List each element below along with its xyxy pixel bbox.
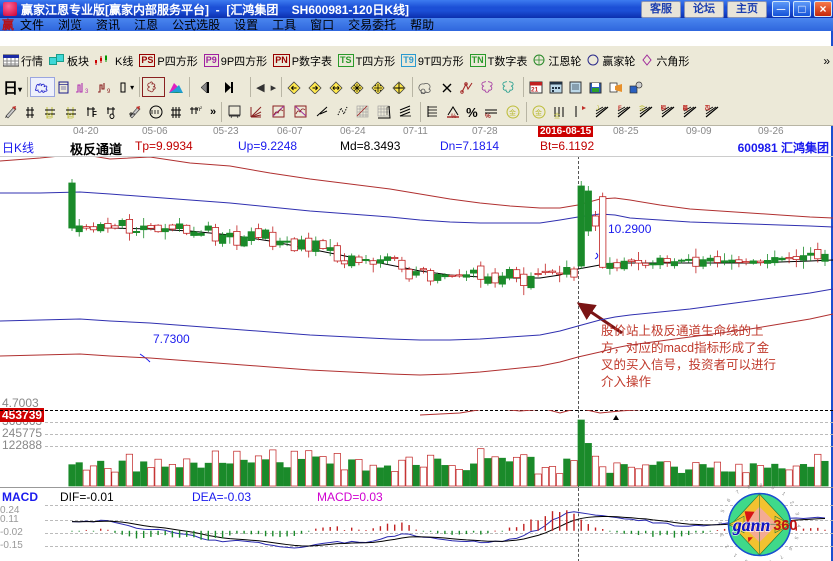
svg-text:6: 6 (787, 545, 794, 551)
svg-text:%: % (451, 114, 457, 119)
svg-text:1: 1 (733, 552, 739, 559)
svg-text:7: 7 (735, 489, 741, 496)
svg-text:四: 四 (705, 105, 710, 112)
svg-text:金: 金 (554, 112, 560, 119)
svg-text:金: 金 (535, 108, 542, 117)
svg-text:金: 金 (509, 108, 516, 117)
svg-text:2: 2 (788, 500, 795, 506)
svg-text:F: F (92, 110, 97, 119)
svg-text:2: 2 (200, 105, 203, 110)
svg-text:%: % (485, 113, 491, 119)
svg-text:gann: gann (732, 515, 770, 535)
svg-text:4: 4 (718, 521, 724, 524)
svg-text:J: J (596, 106, 599, 112)
svg-text:金: 金 (639, 105, 645, 112)
svg-text:0: 0 (744, 557, 749, 561)
svg-text:3: 3 (719, 533, 726, 538)
svg-text:360: 360 (773, 518, 797, 534)
svg-text:3: 3 (793, 512, 800, 517)
svg-text:3: 3 (85, 89, 89, 94)
svg-text:袒: 袒 (661, 105, 666, 112)
svg-text:2: 2 (724, 543, 731, 549)
svg-text:F: F (618, 106, 622, 112)
svg-text:1: 1 (780, 491, 786, 498)
svg-text:21: 21 (531, 86, 539, 93)
svg-text:5: 5 (720, 509, 727, 514)
svg-text:8: 8 (747, 484, 752, 491)
svg-text:篇: 篇 (683, 105, 688, 112)
svg-text:9: 9 (759, 483, 762, 489)
svg-text:金: 金 (67, 112, 73, 119)
svg-text:5: 5 (792, 535, 799, 540)
svg-text:7: 7 (778, 553, 784, 560)
svg-text:6: 6 (726, 498, 733, 504)
svg-text:9: 9 (107, 89, 111, 94)
svg-text:金: 金 (46, 112, 52, 119)
svg-text:0: 0 (770, 485, 775, 492)
